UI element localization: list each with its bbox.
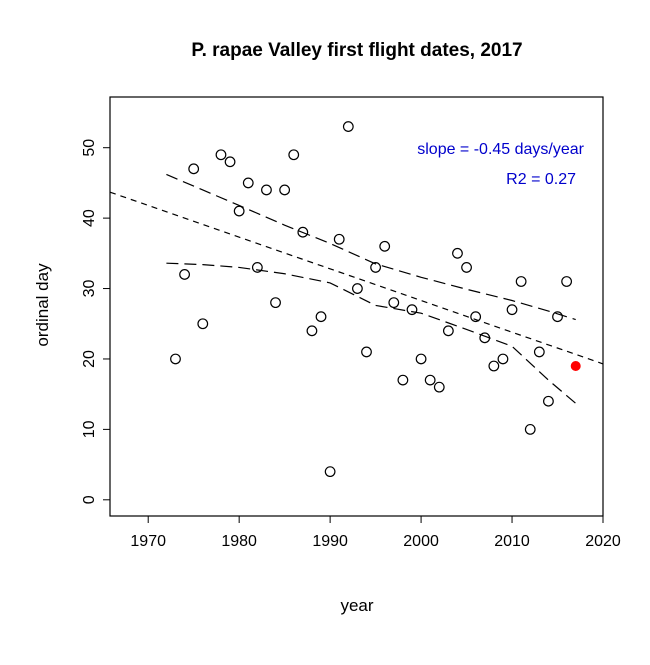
- data-point: [352, 283, 363, 294]
- data-point: [561, 276, 573, 287]
- data-point: [470, 311, 482, 323]
- x-axis-label: year: [340, 596, 373, 615]
- data-point: [342, 121, 354, 132]
- y-tick-label: 50: [81, 139, 98, 157]
- data-point: [224, 156, 236, 168]
- data-point: [442, 325, 454, 337]
- data-point: [370, 262, 382, 273]
- data-point: [333, 233, 345, 245]
- slope-annotation: slope = -0.45 days/year: [417, 141, 584, 158]
- x-tick-label: 2020: [585, 533, 621, 550]
- y-tick-label: 30: [81, 280, 98, 298]
- data-point: [406, 304, 418, 316]
- data-point: [233, 205, 245, 217]
- data-point: [415, 353, 427, 365]
- data-point: [270, 297, 281, 309]
- data-point: [324, 466, 336, 478]
- data-point: [379, 240, 391, 252]
- plot-frame: [109, 96, 604, 517]
- r2-annotation: R2 = 0.27: [506, 171, 576, 188]
- data-point: [279, 184, 291, 196]
- data-point: [515, 276, 527, 287]
- data-point: [461, 262, 472, 273]
- x-tick-label: 2010: [494, 533, 530, 550]
- y-tick-label: 40: [81, 209, 98, 227]
- data-point: [524, 423, 536, 435]
- confidence-band-lower: [166, 262, 577, 404]
- data-point: [188, 163, 200, 175]
- data-point: [361, 346, 372, 358]
- data-point: [488, 360, 500, 372]
- y-tick-label: 0: [81, 495, 98, 504]
- x-tick-label: 1980: [221, 533, 257, 550]
- y-tick-label: 10: [81, 420, 98, 438]
- data-point: [533, 346, 545, 358]
- chart-title: P. rapae Valley first flight dates, 2017: [191, 40, 522, 61]
- regression-line: [109, 191, 604, 365]
- data-point: [388, 297, 400, 309]
- x-tick-label: 1970: [130, 533, 166, 550]
- data-point: [497, 353, 509, 365]
- data-point: [261, 184, 272, 196]
- data-point: [479, 332, 491, 344]
- data-point: [552, 311, 563, 323]
- data-point: [215, 149, 227, 161]
- data-point: [197, 318, 209, 330]
- data-point: [288, 149, 300, 161]
- data-point: [297, 226, 309, 238]
- data-point: [506, 304, 518, 316]
- data-point: [424, 374, 436, 386]
- data-point: [433, 381, 445, 393]
- data-point: [306, 325, 318, 337]
- data-point: [397, 374, 409, 386]
- data-point: [543, 395, 554, 407]
- y-tick-label: 20: [81, 350, 98, 368]
- data-point: [251, 262, 263, 273]
- data-point: [242, 177, 254, 189]
- confidence-band-upper: [166, 173, 576, 321]
- data-point: [452, 247, 463, 259]
- data-point: [179, 269, 190, 280]
- x-tick-label: 2000: [403, 533, 439, 550]
- data-point: [170, 353, 181, 365]
- y-axis-label: ordinal day: [33, 263, 52, 347]
- highlight-point: [570, 361, 581, 372]
- x-tick-label: 1990: [312, 533, 348, 550]
- data-point: [315, 311, 327, 323]
